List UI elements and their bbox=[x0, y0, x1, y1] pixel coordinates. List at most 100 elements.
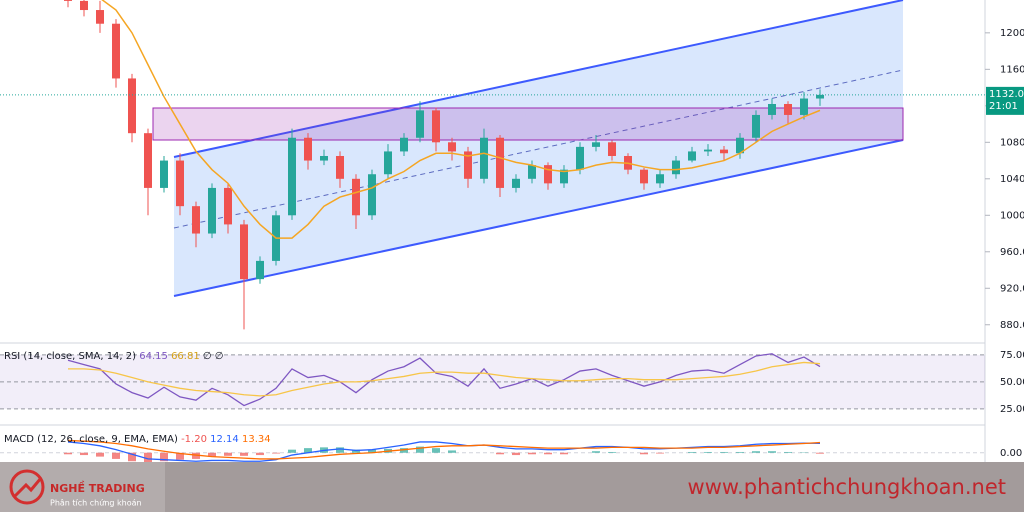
macd-histogram-bar bbox=[688, 451, 696, 453]
candle-body bbox=[544, 165, 552, 184]
countdown: 21:01 bbox=[989, 101, 1018, 112]
macd-legend: MACD (12, 26, close, 9, EMA, EMA) -1.20 … bbox=[4, 434, 271, 445]
macd-histogram-bar bbox=[720, 451, 728, 453]
macd-histogram-bar bbox=[496, 452, 504, 455]
macd-histogram-bar bbox=[416, 446, 424, 453]
candle-body bbox=[64, 0, 72, 1]
macd-histogram-bar bbox=[368, 449, 376, 453]
candle-body bbox=[592, 142, 600, 147]
macd-histogram-bar bbox=[784, 451, 792, 453]
macd-histogram-bar bbox=[160, 452, 168, 462]
rsi-title: RSI (14, close, SMA, 14, 2) bbox=[4, 351, 136, 362]
tagline: Phân tích chứng khoán bbox=[50, 499, 142, 508]
candle-body bbox=[640, 169, 648, 184]
rsi-sma-value: 66.81 bbox=[171, 351, 200, 362]
channel-upper bbox=[173, 0, 904, 158]
candle-body bbox=[608, 142, 616, 156]
macd-histogram-bar bbox=[304, 448, 312, 453]
macd-histogram-bar bbox=[208, 452, 216, 457]
candle-body bbox=[352, 178, 360, 216]
macd-histogram-bar bbox=[80, 452, 88, 456]
macd-histogram-bar bbox=[192, 452, 200, 459]
candle-body bbox=[448, 142, 456, 152]
candle-body bbox=[496, 137, 504, 188]
candle-body bbox=[736, 137, 744, 154]
candle-body bbox=[208, 187, 216, 234]
macd-histogram-bar bbox=[224, 452, 232, 456]
y-tick-label: 0.00 bbox=[1000, 448, 1022, 459]
candle-body bbox=[576, 146, 584, 170]
candle-body bbox=[224, 187, 232, 225]
last-price-label: 1132.00 bbox=[989, 89, 1024, 100]
candle-body bbox=[480, 137, 488, 179]
macd-histogram-bar bbox=[128, 452, 136, 462]
macd-histogram-bar bbox=[272, 452, 280, 454]
channel-lower bbox=[173, 139, 904, 297]
candle-body bbox=[160, 160, 168, 188]
supply-zone bbox=[152, 107, 904, 141]
macd-histogram-bar bbox=[544, 452, 552, 455]
macd-histogram-bar bbox=[112, 452, 120, 459]
y-tick-label: 920.00 bbox=[1000, 283, 1024, 294]
macd-histogram-bar bbox=[656, 452, 664, 454]
macd-histogram-bar bbox=[96, 452, 104, 457]
candle-body bbox=[368, 174, 376, 216]
candle-body bbox=[672, 160, 680, 175]
macd-histogram-bar bbox=[432, 448, 440, 453]
candle-body bbox=[336, 155, 344, 179]
candle-body bbox=[560, 169, 568, 184]
macd-histogram-bar bbox=[592, 451, 600, 453]
y-tick-label: 75.00 bbox=[1000, 350, 1024, 361]
y-tick-label: 50.00 bbox=[1000, 377, 1024, 388]
y-tick-label: 960.00 bbox=[1000, 247, 1024, 258]
macd-histogram-bar bbox=[528, 452, 536, 455]
candle-body bbox=[768, 103, 776, 115]
macd-histogram-bar bbox=[448, 450, 456, 453]
plot: 880.00 920.00 960.00 1000.00 1040.00 1080.00 1… bbox=[0, 0, 1024, 463]
y-tick-label: 1160.00 bbox=[1000, 64, 1024, 75]
logo-arrow bbox=[12, 477, 43, 499]
y-tick-label: 1080.00 bbox=[1000, 137, 1024, 148]
rsi-line bbox=[68, 361, 821, 397]
y-tick-label: 25.00 bbox=[1000, 404, 1024, 415]
rsi-line bbox=[67, 353, 821, 407]
macd-histogram-bar bbox=[144, 452, 152, 463]
y-tick-label: 1000.00 bbox=[1000, 210, 1024, 221]
candle-body bbox=[752, 114, 760, 138]
candle-body bbox=[96, 10, 104, 24]
candle-body bbox=[784, 103, 792, 115]
moving-average bbox=[101, 0, 821, 239]
candle-body bbox=[432, 110, 440, 143]
candle-body bbox=[384, 151, 392, 175]
candle-body bbox=[176, 160, 184, 207]
macd-histogram-bar bbox=[704, 451, 712, 453]
macd-histogram-bar bbox=[256, 452, 264, 456]
candle-body bbox=[128, 78, 136, 134]
rsi-legend: RSI (14, close, SMA, 14, 2) 64.15 66.81 … bbox=[4, 351, 224, 362]
candle-body bbox=[320, 155, 328, 161]
candle-body bbox=[304, 137, 312, 161]
macd-histogram-bar bbox=[336, 447, 344, 453]
candle-body bbox=[112, 23, 120, 79]
macd-histogram-bar bbox=[608, 451, 616, 453]
candle-body bbox=[528, 165, 536, 179]
macd-histogram-bar bbox=[736, 451, 744, 453]
macd-value: 12.14 bbox=[210, 434, 239, 445]
channel-mid bbox=[173, 69, 904, 229]
macd-histogram-bar bbox=[752, 451, 760, 453]
candle-body bbox=[656, 174, 664, 184]
candle-body bbox=[288, 137, 296, 216]
candle-body bbox=[192, 206, 200, 234]
candle-body bbox=[464, 151, 472, 179]
candle-body bbox=[144, 133, 152, 188]
footer bbox=[0, 462, 1024, 512]
macd-histogram-bar bbox=[176, 452, 184, 460]
candle-body bbox=[800, 98, 808, 115]
candle-body bbox=[240, 224, 248, 280]
macd-line bbox=[67, 441, 821, 462]
website: www.phantichchungkhoan.net bbox=[688, 475, 1006, 499]
macd-line bbox=[67, 439, 821, 460]
macd-histogram-bar bbox=[768, 451, 776, 453]
logo-icon bbox=[9, 469, 45, 505]
